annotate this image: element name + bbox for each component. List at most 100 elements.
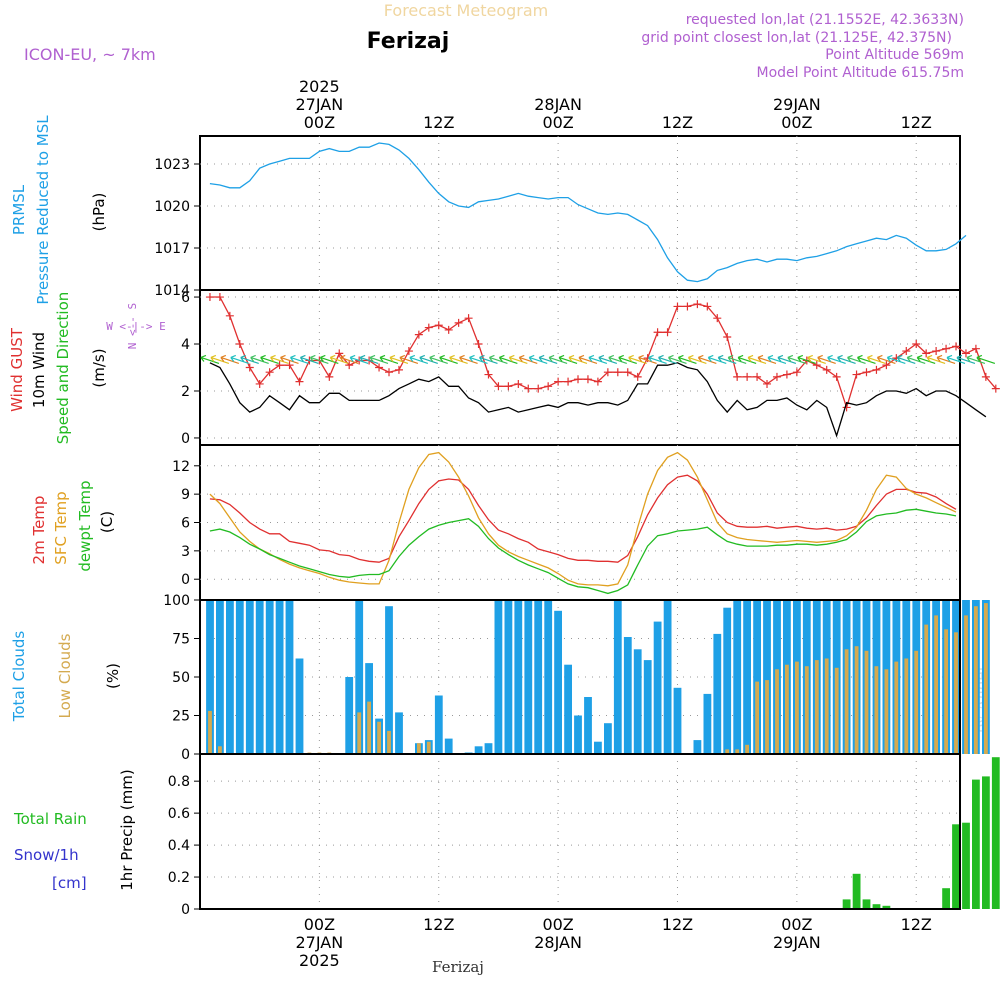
temperature-series-sfc-temp <box>209 451 957 587</box>
cloud-labels: Total Clouds Low Clouds (%) <box>10 631 122 723</box>
clouds-ytick-label: 75 <box>172 632 190 648</box>
wind-direction-arrow <box>319 354 339 365</box>
wind-direction-arrow <box>369 354 389 365</box>
gust-marker <box>971 344 980 353</box>
gust-marker <box>494 382 503 391</box>
precip-frame <box>199 753 961 910</box>
temperature-ytick-label: 6 <box>181 516 190 532</box>
wind-direction-arrow <box>568 354 588 365</box>
clouds-panel: 0 25 50 75 100 <box>163 593 990 763</box>
wind-direction-arrow <box>976 354 996 365</box>
gust-marker <box>394 365 403 374</box>
clouds-bar-total-clouds <box>444 738 453 754</box>
pressure-label-msl: Pressure Reduced to MSL <box>34 115 52 305</box>
time-label: 28JAN <box>534 95 582 114</box>
clouds-bar-low-clouds <box>984 603 988 754</box>
wind-direction-arrow <box>329 354 349 365</box>
location-title: Ferizaj <box>367 29 450 54</box>
wind-direction-arrow <box>449 354 468 365</box>
precip-bar-total-rain <box>962 822 970 909</box>
gust-marker <box>544 382 553 391</box>
gust-marker <box>952 342 961 351</box>
gust-marker <box>444 325 453 334</box>
precip-bar-total-rain <box>972 779 980 909</box>
gust-marker <box>474 340 483 349</box>
gust-marker <box>772 372 781 381</box>
clouds-bar-total-clouds <box>395 712 403 754</box>
gust-marker <box>484 370 493 379</box>
wind-direction-arrow <box>548 354 568 365</box>
clouds-bar-low-clouds <box>735 749 740 754</box>
clouds-bar-total-clouds <box>474 746 483 754</box>
point-altitude: Point Altitude 569m <box>825 47 964 63</box>
time-label: 00Z <box>304 113 335 132</box>
wind-direction-arrow <box>240 354 259 365</box>
wind-direction-arrow <box>508 354 528 365</box>
clouds-bar-total-clouds <box>653 621 662 754</box>
precip-ytick-label: 0.8 <box>168 774 190 790</box>
gust-marker <box>942 344 951 353</box>
gust-marker <box>961 349 970 358</box>
clouds-bar-total-clouds <box>514 600 523 754</box>
precip-bar-total-rain <box>882 905 891 909</box>
clouds-bar-low-clouds <box>725 749 730 754</box>
clouds-bar-total-clouds <box>285 600 294 754</box>
wind-direction-arrow <box>409 354 429 365</box>
clouds-bar-total-clouds <box>673 687 682 754</box>
gust-marker <box>703 302 712 311</box>
wind-direction-arrow <box>598 354 618 365</box>
wind-direction-arrow <box>469 354 488 365</box>
wind-direction-arrow <box>309 354 329 365</box>
clouds-bar-low-clouds <box>854 646 859 754</box>
clouds-bar-total-clouds <box>255 600 264 754</box>
pressure-label-prmsl: PRMSL <box>10 184 28 235</box>
gust-marker <box>514 379 523 388</box>
clouds-bar-total-clouds <box>594 741 602 754</box>
wind-direction-arrow <box>200 354 220 365</box>
temperature-ytick-label: 0 <box>181 572 190 588</box>
wind-direction-arrow <box>946 354 966 365</box>
pressure-ytick-label: 1017 <box>154 241 190 257</box>
clouds-bar-total-clouds <box>245 600 254 754</box>
clouds-bar-total-clouds <box>743 600 751 754</box>
time-label: 27JAN <box>296 95 344 114</box>
clouds-bar-low-clouds <box>367 701 371 754</box>
wind-direction-arrow <box>747 354 767 365</box>
gust-marker <box>782 370 791 379</box>
pressure-ytick-label: 1014 <box>154 283 190 299</box>
gust-marker <box>733 372 742 381</box>
wind-unit: (m/s) <box>90 348 108 387</box>
time-label: 00Z <box>781 915 812 934</box>
header: Forecast Meteogram Ferizaj ICON-EU, ~ 7k… <box>24 1 990 976</box>
wind-direction-arrow <box>737 354 757 365</box>
clouds-bar-total-clouds <box>613 600 622 754</box>
gust-marker <box>235 340 244 349</box>
wind-direction-arrow <box>866 354 886 365</box>
time-label: 29JAN <box>773 95 821 114</box>
clouds-ytick-label: 50 <box>172 670 190 686</box>
clouds-bar-low-clouds <box>218 746 222 754</box>
wind-direction-arrow <box>429 354 448 365</box>
wind-label-10m: 10m Wind <box>30 332 48 408</box>
wind-direction-arrow <box>827 354 846 365</box>
gust-marker <box>623 368 632 377</box>
clouds-ytick-label: 0 <box>181 747 190 763</box>
time-label: 00Z <box>781 113 812 132</box>
gust-marker <box>265 368 274 377</box>
wind-ytick-label: 2 <box>181 384 190 400</box>
wind-direction-arrow <box>210 354 230 365</box>
clouds-bar-low-clouds <box>377 721 381 754</box>
wind-direction-arrow <box>349 354 369 365</box>
time-label: 29JAN <box>773 933 821 952</box>
clouds-bar-low-clouds <box>894 661 899 754</box>
gust-marker <box>723 332 732 341</box>
clouds-bar-total-clouds <box>216 600 224 754</box>
wind-labels: Wind GUST 10m Wind Speed and Direction (… <box>8 292 166 445</box>
gust-marker <box>932 347 941 356</box>
wind-direction-arrow <box>439 354 458 365</box>
clouds-bar-low-clouds <box>387 730 391 754</box>
wind-direction-arrow <box>668 354 687 365</box>
gust-marker <box>912 340 921 349</box>
gust-marker <box>981 372 990 381</box>
